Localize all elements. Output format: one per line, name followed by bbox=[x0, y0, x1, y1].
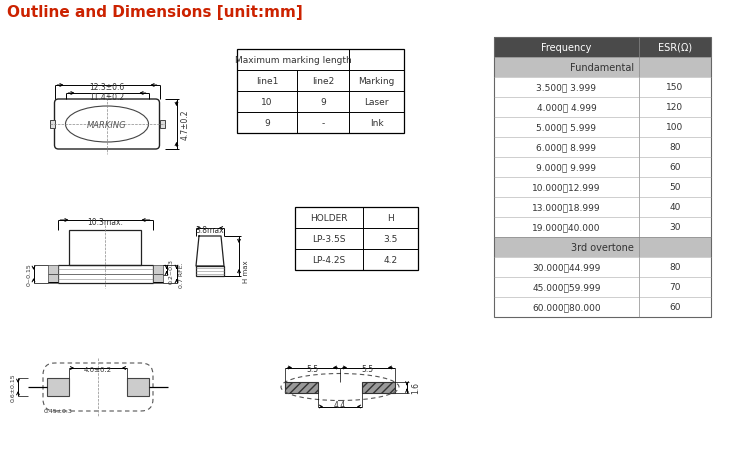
Bar bbox=[494, 118, 711, 138]
Bar bbox=[494, 217, 711, 238]
Text: 10.3max.: 10.3max. bbox=[87, 217, 123, 226]
Text: 6.000～ 8.999: 6.000～ 8.999 bbox=[537, 143, 596, 152]
Bar bbox=[494, 178, 711, 198]
Text: line2: line2 bbox=[312, 77, 334, 86]
Text: 3.500～ 3.999: 3.500～ 3.999 bbox=[537, 83, 596, 92]
Text: 3rd overtone: 3rd overtone bbox=[571, 243, 634, 253]
Bar bbox=[494, 98, 711, 118]
Text: Laser: Laser bbox=[364, 98, 389, 107]
Bar bbox=[494, 38, 711, 318]
Text: 3.5: 3.5 bbox=[383, 235, 398, 244]
Text: LP-3.5S: LP-3.5S bbox=[312, 235, 345, 244]
Text: MARKING: MARKING bbox=[87, 120, 127, 129]
Text: 10.000～12.999: 10.000～12.999 bbox=[532, 183, 601, 192]
Text: 0.6±0.15: 0.6±0.15 bbox=[11, 373, 16, 401]
Text: 80: 80 bbox=[669, 143, 680, 152]
Text: 0~0.15: 0~0.15 bbox=[26, 263, 32, 286]
Bar bbox=[494, 258, 711, 277]
Text: 5.5: 5.5 bbox=[361, 365, 373, 374]
Bar bbox=[494, 78, 711, 98]
Text: 4.7±0.2: 4.7±0.2 bbox=[181, 110, 190, 140]
Text: H: H bbox=[387, 213, 394, 222]
Bar bbox=[49, 121, 54, 129]
Bar bbox=[237, 50, 404, 133]
Text: 5.5: 5.5 bbox=[306, 365, 318, 374]
Text: 12.3±0.6: 12.3±0.6 bbox=[89, 83, 125, 92]
Text: 30.000～44.999: 30.000～44.999 bbox=[532, 263, 601, 272]
Text: 0.2~0.3: 0.2~0.3 bbox=[169, 258, 173, 283]
Text: line1: line1 bbox=[256, 77, 278, 86]
Text: 30: 30 bbox=[669, 223, 680, 232]
Bar bbox=[69, 230, 141, 265]
Text: HOLDER: HOLDER bbox=[310, 213, 348, 222]
Text: 9: 9 bbox=[264, 119, 270, 128]
Text: Outline and Dimensions [unit:mm]: Outline and Dimensions [unit:mm] bbox=[7, 5, 302, 20]
Bar bbox=[47, 378, 69, 396]
Bar bbox=[295, 207, 418, 271]
Text: 11.4±0.2: 11.4±0.2 bbox=[89, 93, 125, 102]
Text: 45.000～59.999: 45.000～59.999 bbox=[532, 283, 601, 292]
Text: Marking: Marking bbox=[358, 77, 395, 86]
Text: 5.000～ 5.999: 5.000～ 5.999 bbox=[537, 123, 596, 132]
Text: 9: 9 bbox=[320, 98, 326, 107]
Text: Ink: Ink bbox=[370, 119, 383, 128]
Text: 0.45±0.3: 0.45±0.3 bbox=[44, 408, 73, 413]
Bar bbox=[494, 38, 711, 58]
Text: H max: H max bbox=[243, 260, 249, 283]
Text: 4.000～ 4.999: 4.000～ 4.999 bbox=[537, 103, 596, 112]
Text: Fundamental: Fundamental bbox=[571, 63, 634, 73]
Text: 3.8max: 3.8max bbox=[196, 226, 225, 235]
Text: Frequency: Frequency bbox=[541, 43, 592, 53]
Text: 150: 150 bbox=[666, 83, 683, 92]
Text: 80: 80 bbox=[669, 263, 680, 272]
Text: 13.000～18.999: 13.000～18.999 bbox=[532, 203, 601, 212]
Text: 120: 120 bbox=[667, 103, 683, 112]
Text: 100: 100 bbox=[666, 123, 683, 132]
Text: 4.4: 4.4 bbox=[334, 400, 346, 410]
Text: 70: 70 bbox=[669, 283, 680, 292]
Text: 19.000～40.000: 19.000～40.000 bbox=[532, 223, 601, 232]
Bar bbox=[160, 121, 165, 129]
Bar bbox=[494, 297, 711, 318]
Text: 10: 10 bbox=[262, 98, 273, 107]
Bar bbox=[494, 58, 711, 78]
Bar bbox=[494, 198, 711, 217]
Text: 50: 50 bbox=[669, 183, 680, 192]
Bar bbox=[48, 265, 57, 283]
Bar bbox=[494, 238, 711, 258]
Text: LP-4.2S: LP-4.2S bbox=[312, 255, 345, 264]
Text: Maximum marking length: Maximum marking length bbox=[234, 56, 352, 65]
Text: 4.0±0.2: 4.0±0.2 bbox=[84, 366, 112, 372]
Bar bbox=[494, 158, 711, 178]
Bar bbox=[196, 267, 224, 276]
Text: 0.7 RFE.: 0.7 RFE. bbox=[178, 262, 184, 287]
Bar bbox=[153, 265, 163, 283]
Text: 1.6: 1.6 bbox=[411, 381, 420, 393]
Text: -: - bbox=[321, 119, 324, 128]
Bar bbox=[494, 138, 711, 158]
Text: 60.000～80.000: 60.000～80.000 bbox=[532, 303, 601, 312]
Bar bbox=[285, 382, 318, 393]
Text: 60: 60 bbox=[669, 303, 680, 312]
Bar bbox=[127, 378, 149, 396]
Bar bbox=[362, 382, 395, 393]
Text: 4.2: 4.2 bbox=[383, 255, 398, 264]
Text: ESR(Ω): ESR(Ω) bbox=[658, 43, 692, 53]
Text: 40: 40 bbox=[669, 203, 680, 212]
Text: 9.000～ 9.999: 9.000～ 9.999 bbox=[537, 163, 596, 172]
Bar bbox=[494, 277, 711, 297]
Bar bbox=[57, 265, 153, 283]
Text: 60: 60 bbox=[669, 163, 680, 172]
